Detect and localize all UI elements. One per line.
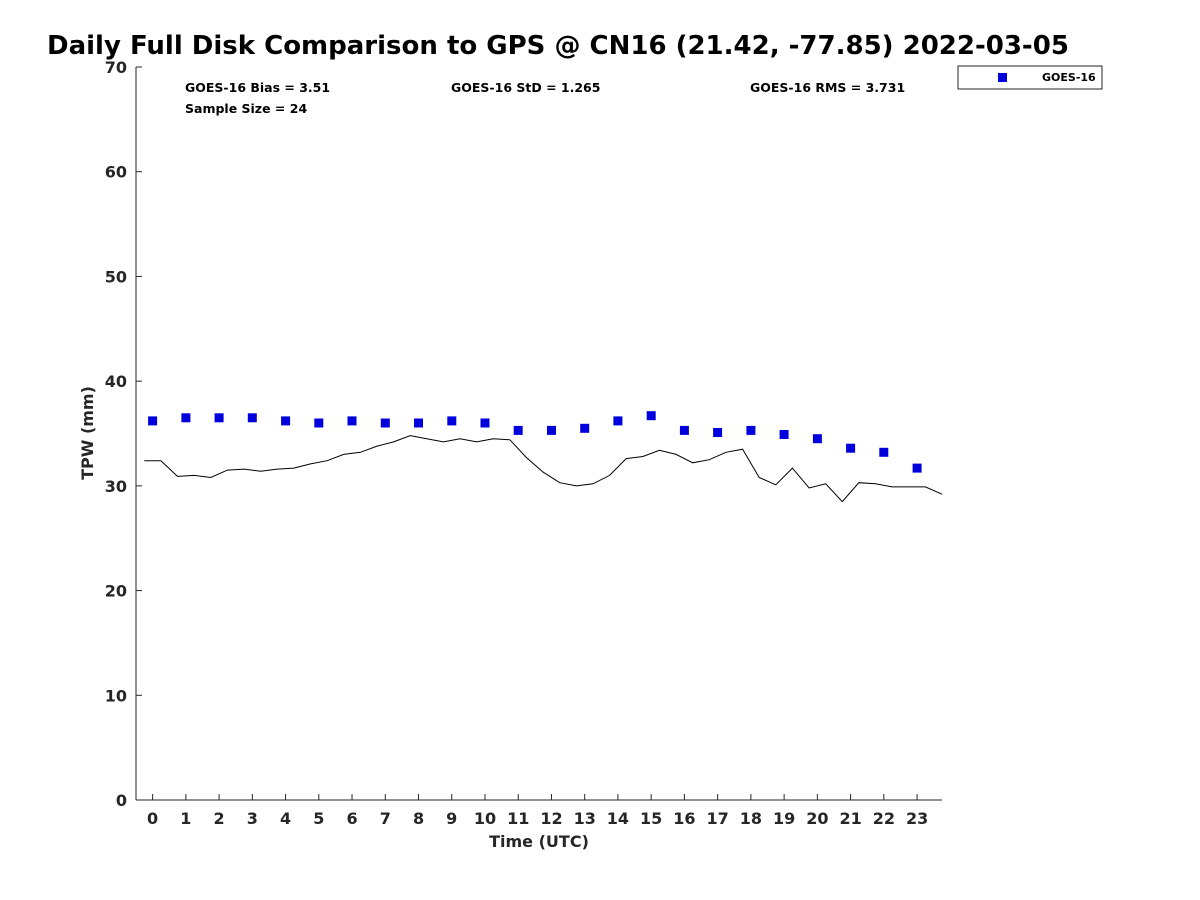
x-tick-label: 1 — [180, 809, 191, 828]
x-tick-label: 20 — [806, 809, 828, 828]
goes16-marker-series — [148, 411, 922, 473]
y-axis-label: TPW (mm) — [78, 386, 97, 480]
x-tick-label: 13 — [574, 809, 596, 828]
goes16-point — [281, 416, 291, 426]
x-tick-label: 6 — [346, 809, 357, 828]
y-ticks: 0 10 20 30 40 50 60 70 — [105, 58, 142, 810]
y-tick-label: 0 — [116, 791, 127, 810]
axes — [135, 67, 942, 801]
goes16-point — [214, 413, 224, 423]
goes16-point — [447, 416, 457, 426]
legend-box — [957, 65, 1103, 90]
y-tick-label: 30 — [105, 477, 127, 496]
goes16-point — [812, 434, 822, 444]
sample-size-stat: Sample Size = 24 — [185, 101, 307, 116]
x-tick-label: 23 — [906, 809, 928, 828]
x-tick-label: 10 — [474, 809, 496, 828]
stats-annotations: GOES-16 Bias = 3.51 Sample Size = 24 GOE… — [185, 80, 905, 116]
x-ticks: 0 1 2 3 4 5 6 7 8 9 10 11 12 13 14 15 16 17 18 19 20 21 22 23 — [147, 794, 928, 828]
goes16-point — [480, 418, 490, 428]
chart-title: Daily Full Disk Comparison to GPS @ CN16… — [47, 31, 1069, 61]
y-tick-label: 40 — [105, 372, 127, 391]
goes16-point — [779, 430, 789, 439]
x-tick-label: 12 — [540, 809, 562, 828]
x-tick-label: 3 — [247, 809, 258, 828]
x-tick-label: 19 — [773, 809, 795, 828]
goes16-point — [547, 425, 556, 435]
goes16-point — [713, 428, 723, 437]
bias-stat: GOES-16 Bias = 3.51 — [185, 80, 330, 95]
x-tick-label: 8 — [413, 809, 424, 828]
goes16-point — [247, 413, 257, 423]
legend-marker — [998, 73, 1007, 82]
goes16-point — [679, 425, 689, 435]
std-stat: GOES-16 StD = 1.265 — [451, 80, 600, 95]
goes16-point — [414, 418, 423, 428]
gps-tpw-line — [144, 435, 943, 503]
x-tick-label: 21 — [839, 809, 861, 828]
x-tick-label: 16 — [673, 809, 695, 828]
goes16-point — [314, 418, 324, 428]
legend: GOES-16 — [957, 65, 1103, 90]
y-tick-label: 60 — [105, 163, 127, 182]
y-tick-label: 50 — [105, 267, 127, 286]
goes16-point — [912, 463, 922, 473]
x-tick-label: 0 — [147, 809, 158, 828]
y-tick-label: 20 — [105, 582, 127, 601]
goes16-point — [380, 418, 390, 428]
goes16-point — [879, 447, 889, 457]
y-tick-label: 70 — [105, 58, 127, 77]
x-tick-label: 22 — [873, 809, 895, 828]
x-tick-label: 2 — [214, 809, 225, 828]
goes16-point — [613, 416, 623, 426]
goes16-point — [746, 425, 756, 435]
goes16-point — [646, 411, 656, 421]
x-tick-label: 15 — [640, 809, 662, 828]
rms-stat: GOES-16 RMS = 3.731 — [750, 80, 905, 95]
legend-label-goes16: GOES-16 — [1042, 71, 1096, 84]
x-tick-label: 14 — [607, 809, 629, 828]
gps-line-series — [144, 435, 943, 503]
x-tick-label: 11 — [507, 809, 529, 828]
x-tick-label: 4 — [280, 809, 291, 828]
x-tick-label: 18 — [740, 809, 762, 828]
goes16-point — [580, 423, 590, 433]
x-tick-label: 17 — [707, 809, 729, 828]
goes16-point — [148, 416, 158, 426]
goes16-point — [347, 416, 357, 426]
x-tick-label: 5 — [313, 809, 324, 828]
x-axis-label: Time (UTC) — [489, 832, 589, 851]
goes16-point — [846, 443, 856, 453]
goes16-point — [181, 413, 191, 423]
y-tick-label: 10 — [105, 686, 127, 705]
x-tick-label: 9 — [446, 809, 457, 828]
x-tick-label: 7 — [380, 809, 391, 828]
goes16-point — [513, 425, 523, 435]
